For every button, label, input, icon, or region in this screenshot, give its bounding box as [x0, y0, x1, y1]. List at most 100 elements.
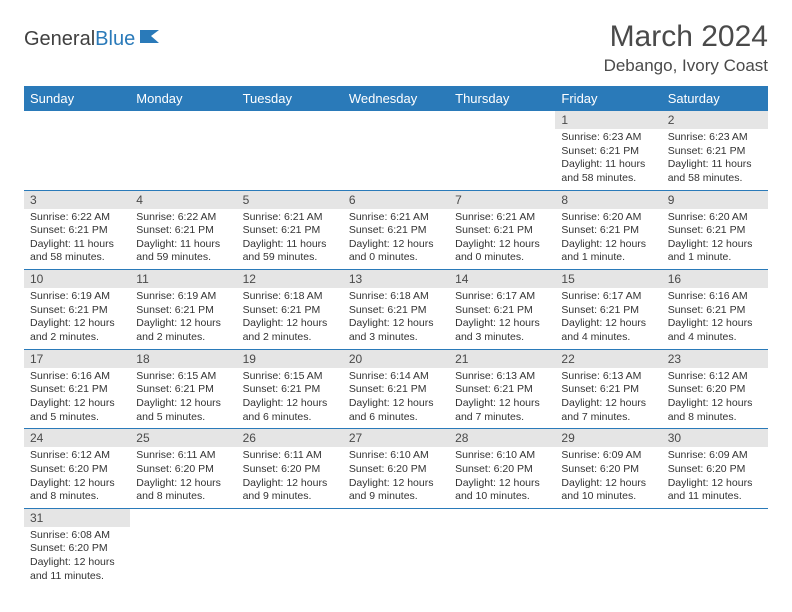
calendar-empty-cell	[237, 508, 343, 587]
day-number: 21	[449, 350, 555, 368]
weekday-header: Wednesday	[343, 86, 449, 111]
day-number: 15	[555, 270, 661, 288]
day-details: Sunrise: 6:23 AMSunset: 6:21 PMDaylight:…	[662, 129, 768, 190]
day-number: 3	[24, 191, 130, 209]
calendar-day-cell: 11Sunrise: 6:19 AMSunset: 6:21 PMDayligh…	[130, 270, 236, 350]
calendar-week-row: 10Sunrise: 6:19 AMSunset: 6:21 PMDayligh…	[24, 270, 768, 350]
calendar-day-cell: 3Sunrise: 6:22 AMSunset: 6:21 PMDaylight…	[24, 190, 130, 270]
day-details: Sunrise: 6:12 AMSunset: 6:20 PMDaylight:…	[662, 368, 768, 429]
day-number: 10	[24, 270, 130, 288]
day-number: 13	[343, 270, 449, 288]
day-number: 8	[555, 191, 661, 209]
calendar-day-cell: 2Sunrise: 6:23 AMSunset: 6:21 PMDaylight…	[662, 111, 768, 190]
day-details: Sunrise: 6:11 AMSunset: 6:20 PMDaylight:…	[237, 447, 343, 508]
calendar-day-cell: 17Sunrise: 6:16 AMSunset: 6:21 PMDayligh…	[24, 349, 130, 429]
day-details: Sunrise: 6:11 AMSunset: 6:20 PMDaylight:…	[130, 447, 236, 508]
calendar-day-cell: 18Sunrise: 6:15 AMSunset: 6:21 PMDayligh…	[130, 349, 236, 429]
calendar-week-row: 24Sunrise: 6:12 AMSunset: 6:20 PMDayligh…	[24, 429, 768, 509]
calendar-day-cell: 28Sunrise: 6:10 AMSunset: 6:20 PMDayligh…	[449, 429, 555, 509]
day-details: Sunrise: 6:10 AMSunset: 6:20 PMDaylight:…	[449, 447, 555, 508]
day-details: Sunrise: 6:21 AMSunset: 6:21 PMDaylight:…	[237, 209, 343, 270]
day-number: 24	[24, 429, 130, 447]
calendar-day-cell: 8Sunrise: 6:20 AMSunset: 6:21 PMDaylight…	[555, 190, 661, 270]
calendar-day-cell: 10Sunrise: 6:19 AMSunset: 6:21 PMDayligh…	[24, 270, 130, 350]
calendar-day-cell: 6Sunrise: 6:21 AMSunset: 6:21 PMDaylight…	[343, 190, 449, 270]
calendar-body: 1Sunrise: 6:23 AMSunset: 6:21 PMDaylight…	[24, 111, 768, 587]
weekday-header: Thursday	[449, 86, 555, 111]
day-details: Sunrise: 6:20 AMSunset: 6:21 PMDaylight:…	[555, 209, 661, 270]
day-details: Sunrise: 6:13 AMSunset: 6:21 PMDaylight:…	[449, 368, 555, 429]
day-number: 25	[130, 429, 236, 447]
day-number: 28	[449, 429, 555, 447]
calendar-day-cell: 4Sunrise: 6:22 AMSunset: 6:21 PMDaylight…	[130, 190, 236, 270]
day-number: 31	[24, 509, 130, 527]
day-details: Sunrise: 6:14 AMSunset: 6:21 PMDaylight:…	[343, 368, 449, 429]
day-number: 26	[237, 429, 343, 447]
calendar-day-cell: 15Sunrise: 6:17 AMSunset: 6:21 PMDayligh…	[555, 270, 661, 350]
day-details: Sunrise: 6:20 AMSunset: 6:21 PMDaylight:…	[662, 209, 768, 270]
day-details: Sunrise: 6:19 AMSunset: 6:21 PMDaylight:…	[24, 288, 130, 349]
weekday-header-row: SundayMondayTuesdayWednesdayThursdayFrid…	[24, 86, 768, 111]
header: GeneralBlue March 2024 Debango, Ivory Co…	[24, 20, 768, 76]
calendar-day-cell: 26Sunrise: 6:11 AMSunset: 6:20 PMDayligh…	[237, 429, 343, 509]
calendar-day-cell: 12Sunrise: 6:18 AMSunset: 6:21 PMDayligh…	[237, 270, 343, 350]
weekday-header: Saturday	[662, 86, 768, 111]
calendar-empty-cell	[449, 508, 555, 587]
calendar-day-cell: 16Sunrise: 6:16 AMSunset: 6:21 PMDayligh…	[662, 270, 768, 350]
day-details: Sunrise: 6:09 AMSunset: 6:20 PMDaylight:…	[555, 447, 661, 508]
day-number: 29	[555, 429, 661, 447]
day-number: 11	[130, 270, 236, 288]
calendar-day-cell: 14Sunrise: 6:17 AMSunset: 6:21 PMDayligh…	[449, 270, 555, 350]
title-block: March 2024 Debango, Ivory Coast	[604, 20, 768, 76]
day-number: 19	[237, 350, 343, 368]
month-title: March 2024	[604, 20, 768, 54]
calendar-week-row: 31Sunrise: 6:08 AMSunset: 6:20 PMDayligh…	[24, 508, 768, 587]
calendar-empty-cell	[237, 111, 343, 190]
day-number: 12	[237, 270, 343, 288]
flag-icon	[139, 28, 163, 51]
calendar-empty-cell	[24, 111, 130, 190]
day-details: Sunrise: 6:13 AMSunset: 6:21 PMDaylight:…	[555, 368, 661, 429]
day-details: Sunrise: 6:17 AMSunset: 6:21 PMDaylight:…	[555, 288, 661, 349]
day-number: 4	[130, 191, 236, 209]
day-number: 9	[662, 191, 768, 209]
day-number: 30	[662, 429, 768, 447]
day-details: Sunrise: 6:21 AMSunset: 6:21 PMDaylight:…	[343, 209, 449, 270]
day-details: Sunrise: 6:15 AMSunset: 6:21 PMDaylight:…	[130, 368, 236, 429]
day-number: 27	[343, 429, 449, 447]
weekday-header: Monday	[130, 86, 236, 111]
day-number: 17	[24, 350, 130, 368]
day-details: Sunrise: 6:16 AMSunset: 6:21 PMDaylight:…	[24, 368, 130, 429]
calendar-day-cell: 29Sunrise: 6:09 AMSunset: 6:20 PMDayligh…	[555, 429, 661, 509]
logo-text-general: General	[24, 28, 95, 50]
day-details: Sunrise: 6:23 AMSunset: 6:21 PMDaylight:…	[555, 129, 661, 190]
day-number: 20	[343, 350, 449, 368]
day-details: Sunrise: 6:12 AMSunset: 6:20 PMDaylight:…	[24, 447, 130, 508]
day-number: 14	[449, 270, 555, 288]
day-details: Sunrise: 6:08 AMSunset: 6:20 PMDaylight:…	[24, 527, 130, 588]
calendar-empty-cell	[130, 111, 236, 190]
calendar-table: SundayMondayTuesdayWednesdayThursdayFrid…	[24, 86, 768, 587]
calendar-day-cell: 19Sunrise: 6:15 AMSunset: 6:21 PMDayligh…	[237, 349, 343, 429]
day-number: 5	[237, 191, 343, 209]
day-number: 18	[130, 350, 236, 368]
calendar-day-cell: 5Sunrise: 6:21 AMSunset: 6:21 PMDaylight…	[237, 190, 343, 270]
calendar-week-row: 1Sunrise: 6:23 AMSunset: 6:21 PMDaylight…	[24, 111, 768, 190]
calendar-day-cell: 30Sunrise: 6:09 AMSunset: 6:20 PMDayligh…	[662, 429, 768, 509]
calendar-day-cell: 7Sunrise: 6:21 AMSunset: 6:21 PMDaylight…	[449, 190, 555, 270]
day-details: Sunrise: 6:16 AMSunset: 6:21 PMDaylight:…	[662, 288, 768, 349]
calendar-week-row: 3Sunrise: 6:22 AMSunset: 6:21 PMDaylight…	[24, 190, 768, 270]
day-number: 7	[449, 191, 555, 209]
day-details: Sunrise: 6:22 AMSunset: 6:21 PMDaylight:…	[24, 209, 130, 270]
weekday-header: Tuesday	[237, 86, 343, 111]
day-details: Sunrise: 6:17 AMSunset: 6:21 PMDaylight:…	[449, 288, 555, 349]
day-details: Sunrise: 6:09 AMSunset: 6:20 PMDaylight:…	[662, 447, 768, 508]
calendar-day-cell: 31Sunrise: 6:08 AMSunset: 6:20 PMDayligh…	[24, 508, 130, 587]
calendar-day-cell: 9Sunrise: 6:20 AMSunset: 6:21 PMDaylight…	[662, 190, 768, 270]
day-number: 2	[662, 111, 768, 129]
calendar-day-cell: 24Sunrise: 6:12 AMSunset: 6:20 PMDayligh…	[24, 429, 130, 509]
calendar-empty-cell	[343, 111, 449, 190]
day-details: Sunrise: 6:15 AMSunset: 6:21 PMDaylight:…	[237, 368, 343, 429]
calendar-week-row: 17Sunrise: 6:16 AMSunset: 6:21 PMDayligh…	[24, 349, 768, 429]
day-details: Sunrise: 6:18 AMSunset: 6:21 PMDaylight:…	[343, 288, 449, 349]
